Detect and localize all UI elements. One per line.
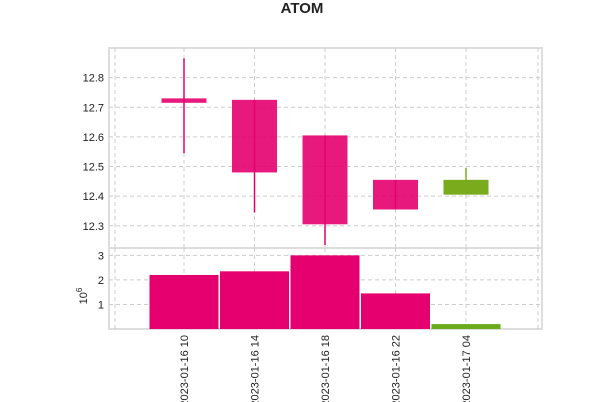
volume-bar <box>149 275 219 329</box>
x-tick-label: 2023-01-16 18 <box>320 335 332 402</box>
volume-axis-multiplier-base: 10 <box>78 292 90 304</box>
x-tick-label: 2023-01-16 14 <box>250 335 262 402</box>
candles <box>161 58 489 246</box>
volume-panel: 1 2 3 106 <box>75 247 543 330</box>
volume-bar <box>361 293 430 329</box>
volume-tick-label: 3 <box>98 250 104 262</box>
chart-title: ATOM <box>281 0 324 17</box>
x-tick-label: 2023-01-16 22 <box>391 335 403 402</box>
volume-bar <box>220 271 289 329</box>
price-tick-label: 12.5 <box>83 162 104 174</box>
candle-body <box>161 98 207 103</box>
candle-body <box>443 179 489 195</box>
volume-bars <box>149 255 501 329</box>
price-tick-label: 12.8 <box>83 73 104 85</box>
price-tick-label: 12.7 <box>83 102 104 114</box>
volume-bar <box>431 324 501 329</box>
x-axis: 2023-01-16 10 2023-01-16 14 2023-01-16 18 2… <box>179 335 473 402</box>
x-tick-label: 2023-01-17 04 <box>461 335 473 402</box>
candle-body <box>302 135 348 225</box>
volume-tick-label: 1 <box>98 299 104 311</box>
price-panel: 12.3 12.4 12.5 12.6 12.7 12.8 <box>83 47 543 249</box>
candle-body <box>373 179 418 210</box>
volume-tick-label: 2 <box>98 275 104 287</box>
price-tick-label: 12.6 <box>83 132 104 144</box>
volume-y-axis: 1 2 3 <box>98 250 104 311</box>
price-y-axis: 12.3 12.4 12.5 12.6 12.7 12.8 <box>83 73 104 233</box>
candle-body <box>232 99 277 173</box>
price-tick-label: 12.3 <box>83 221 104 233</box>
price-tick-label: 12.4 <box>83 191 104 203</box>
volume-axis-multiplier-exponent: 6 <box>75 287 84 292</box>
volume-bar <box>290 255 360 329</box>
volume-axis-multiplier: 106 <box>75 287 90 304</box>
x-tick-label: 2023-01-16 10 <box>179 335 191 402</box>
